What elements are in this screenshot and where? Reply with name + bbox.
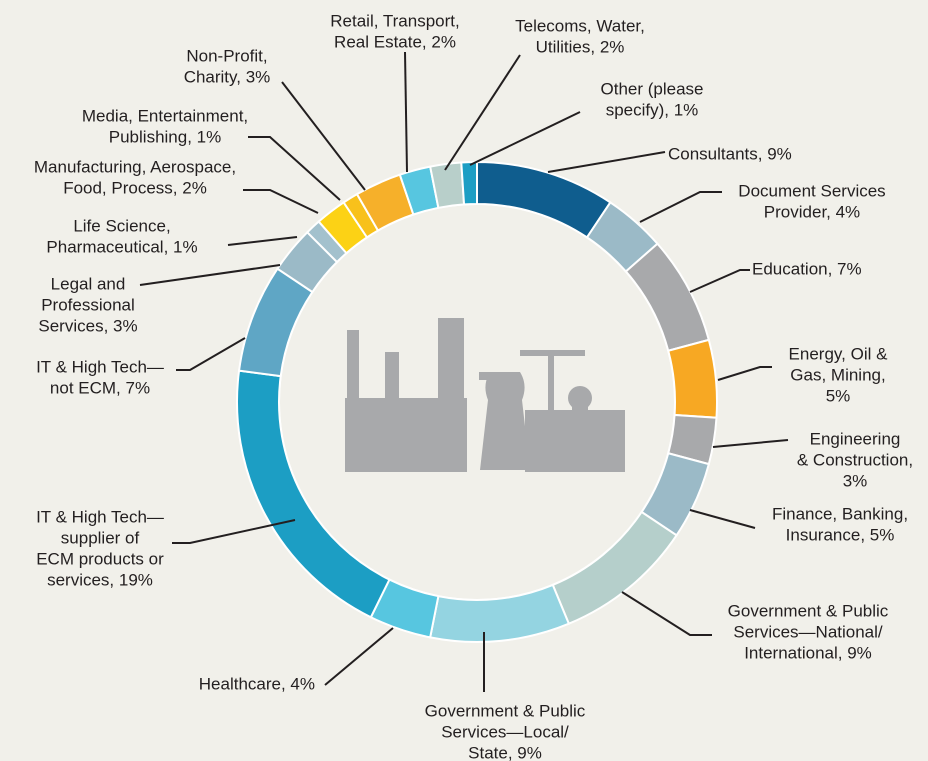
segment-label: Gas, Mining,: [790, 365, 885, 384]
segment-label: Government & Public: [425, 701, 586, 720]
segment-label: Retail, Transport,: [330, 11, 459, 30]
segment-label: Services—Local/: [441, 722, 569, 741]
donut-segment: [429, 583, 571, 643]
segment-label: Engineering: [810, 429, 901, 448]
leader-line: [621, 591, 712, 636]
segment-label: Pharmaceutical, 1%: [46, 237, 197, 256]
segment-label: Services—National/: [733, 622, 883, 641]
segment-label: supplier of: [61, 528, 140, 547]
segment-label: Legal and: [51, 274, 126, 293]
segment-label: specify), 1%: [606, 100, 699, 119]
segment-label: & Construction,: [797, 450, 913, 469]
leader-line: [404, 51, 408, 173]
segment-label: Healthcare, 4%: [199, 674, 315, 693]
segment-label: Life Science,: [73, 216, 170, 235]
segment-label: Services, 3%: [38, 316, 137, 335]
segment-label: 3%: [843, 471, 868, 490]
segment-label: Charity, 3%: [184, 67, 271, 86]
segment-label: IT & High Tech—: [36, 507, 164, 526]
leader-line: [689, 509, 756, 529]
leader-line: [639, 191, 722, 223]
leader-line: [717, 366, 772, 381]
segment-label: Professional: [41, 295, 135, 314]
segment-label: services, 19%: [47, 570, 153, 589]
segment-label: Food, Process, 2%: [63, 178, 207, 197]
segment-label: Education, 7%: [752, 259, 862, 278]
leader-line: [547, 151, 666, 173]
segment-label: Government & Public: [728, 601, 889, 620]
segment-label: 5%: [826, 386, 851, 405]
factory-icon: [345, 318, 625, 472]
segment-label: Utilities, 2%: [536, 37, 625, 56]
leader-line: [176, 337, 246, 371]
segment-label: Manufacturing, Aerospace,: [34, 157, 236, 176]
donut-segment: [551, 510, 678, 626]
segment-label: Finance, Banking,: [772, 504, 908, 523]
donut-segment: [667, 338, 718, 419]
donut-segment: [476, 160, 612, 239]
leader-line: [689, 269, 750, 293]
segment-label: IT & High Tech—: [36, 357, 164, 376]
donut-segment: [624, 242, 711, 352]
segment-label: ECM products or: [36, 549, 164, 568]
leader-line: [444, 54, 521, 171]
leader-line: [172, 519, 296, 544]
segment-label: International, 9%: [744, 643, 872, 662]
leader-line: [139, 264, 281, 286]
segment-label: State, 9%: [468, 743, 542, 761]
segment-label: Energy, Oil &: [789, 344, 889, 363]
segment-label: Other (please: [601, 79, 704, 98]
segment-label: Non-Profit,: [186, 46, 267, 65]
inner-ring: [278, 203, 676, 601]
segment-label: Consultants, 9%: [668, 144, 792, 163]
leader-line: [469, 111, 581, 166]
leader-line: [227, 236, 298, 246]
leader-line: [324, 627, 394, 686]
segment-label: Document Services: [738, 181, 885, 200]
segment-label: not ECM, 7%: [50, 378, 150, 397]
segment-label: Insurance, 5%: [786, 525, 895, 544]
segment-label: Real Estate, 2%: [334, 32, 456, 51]
donut-segment: [460, 160, 478, 206]
segment-label: Telecoms, Water,: [515, 16, 645, 35]
segment-label: Media, Entertainment,: [82, 106, 248, 125]
leader-line: [281, 81, 366, 191]
segment-label: Provider, 4%: [764, 202, 860, 221]
segment-label: Publishing, 1%: [109, 127, 221, 146]
leader-line: [712, 439, 789, 448]
leader-line: [248, 136, 341, 201]
leader-line: [243, 189, 319, 214]
